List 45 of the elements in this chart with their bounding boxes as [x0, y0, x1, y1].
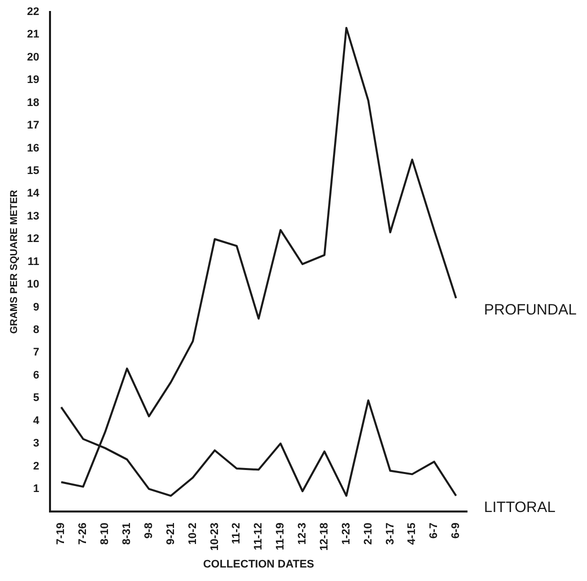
- x-tick-label: 11-12: [252, 522, 265, 550]
- y-tick-label: 21: [26, 28, 40, 41]
- y-tick-label: 5: [33, 392, 40, 404]
- x-tick-label: 8-10: [99, 522, 112, 545]
- x-tick-label: 11-19: [274, 522, 287, 550]
- x-tick-label: 10-23: [208, 522, 221, 551]
- y-tick-label: 16: [26, 142, 40, 154]
- x-tick-label: 7-26: [77, 522, 90, 545]
- x-tick-label: 12-18: [318, 522, 330, 551]
- y-tick-label: 6: [33, 369, 40, 382]
- y-tick-label: 17: [26, 120, 40, 132]
- y-tick-label: 20: [26, 51, 40, 64]
- y-tick-label: 1: [33, 482, 40, 495]
- y-tick-label: 14: [26, 188, 40, 200]
- series-label: LITTORAL: [484, 498, 556, 516]
- x-tick-label: 1-23: [340, 522, 352, 545]
- x-tick-label: 6-9: [450, 522, 462, 539]
- y-tick-label: 7: [33, 346, 40, 359]
- y-tick-label: 3: [33, 438, 40, 450]
- y-tick-label: 11: [28, 256, 40, 268]
- y-tick-label: 8: [33, 324, 40, 336]
- x-tick-label: 6-7: [428, 522, 440, 539]
- y-tick-label: 12: [26, 233, 40, 246]
- x-tick-label: 9-21: [164, 522, 177, 545]
- y-tick-label: 22: [26, 6, 40, 18]
- x-tick-label: 8-31: [121, 522, 134, 545]
- x-tick-label: 2-10: [362, 522, 374, 545]
- x-tick-label: 11-2: [230, 522, 243, 544]
- x-tick-label: 3-17: [384, 522, 396, 545]
- y-tick-label: 2: [33, 460, 40, 472]
- x-tick-label: 12-3: [296, 522, 309, 545]
- y-tick-label: 9: [33, 301, 40, 314]
- y-tick-label: 18: [26, 96, 40, 109]
- x-tick-label: 7-19: [55, 522, 68, 545]
- y-tick-label: 15: [26, 165, 40, 178]
- y-tick-label: 4: [33, 414, 40, 427]
- x-tick-label: 9-8: [142, 522, 155, 539]
- y-tick-label: 19: [26, 74, 40, 86]
- y-tick-label: 10: [26, 278, 40, 291]
- x-tick-label: 10-2: [186, 522, 199, 545]
- x-axis-title: COLLECTION DATES: [203, 558, 314, 570]
- y-tick-label: 13: [26, 210, 40, 222]
- series-label: PROFUNDAL: [484, 301, 577, 318]
- y-axis-title: GRAMS PER SQUARE METER: [8, 189, 20, 334]
- x-tick-label: 4-15: [406, 522, 418, 545]
